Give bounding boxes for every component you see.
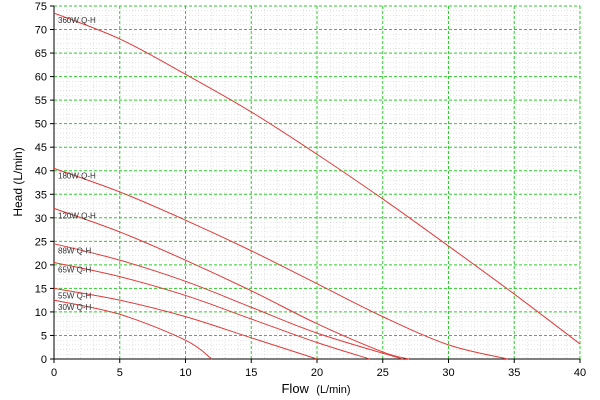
y-tick-label: 45: [35, 142, 47, 154]
y-axis-title: Head (L/min): [11, 147, 25, 216]
y-tick-label: 25: [35, 236, 47, 248]
y-axis-ticks: 0 5 10 15 20 25 30 35 40 45 50 55 60 65 70 75: [35, 1, 54, 366]
series-line-120w: [53, 207, 410, 360]
x-tick-label: 30: [442, 367, 454, 379]
y-tick-label: 20: [35, 260, 47, 272]
series-label-65w: 65W Q-H: [58, 266, 92, 275]
series-label-55w: 55W Q-H: [58, 291, 92, 300]
y-tick-label: 75: [35, 1, 47, 13]
series-lines: [53, 12, 581, 360]
y-tick-label: 50: [35, 119, 47, 131]
x-tick-label: 0: [51, 367, 57, 379]
x-tick-label: 40: [574, 367, 586, 379]
series-line-180w: [53, 167, 508, 360]
series-labels: 360W Q-H 180W Q-H 120W Q-H 88W Q-H 65W Q-H 55…: [58, 16, 96, 312]
x-axis-unit: (L/min): [316, 384, 350, 396]
x-axis-title: Flow (L/min): [281, 381, 350, 396]
x-tick-label: 10: [179, 367, 191, 379]
x-tick-label: 5: [117, 367, 123, 379]
y-tick-label: 40: [35, 166, 47, 178]
y-tick-label: 15: [35, 283, 47, 295]
series-line-55w: [53, 287, 318, 360]
x-tick-label: 20: [311, 367, 323, 379]
y-tick-label: 5: [41, 330, 47, 342]
y-tick-label: 70: [35, 25, 47, 37]
series-label-360w: 360W Q-H: [58, 16, 96, 25]
x-axis-label: Flow: [281, 381, 309, 396]
y-tick-label: 10: [35, 307, 47, 319]
series-label-88w: 88W Q-H: [58, 247, 92, 256]
series-line-30w: [53, 299, 213, 360]
series-line-88w: [53, 243, 403, 360]
x-tick-label: 25: [377, 367, 389, 379]
series-label-180w: 180W Q-H: [58, 171, 96, 180]
x-tick-label: 15: [245, 367, 257, 379]
series-label-120w: 120W Q-H: [58, 211, 96, 220]
series-line-65w: [53, 262, 370, 360]
y-tick-label: 30: [35, 213, 47, 225]
x-tick-label: 35: [508, 367, 520, 379]
series-line-360w: [53, 12, 581, 345]
minor-grid: [54, 6, 580, 359]
series-label-30w: 30W Q-H: [58, 303, 92, 312]
y-tick-label: 0: [41, 354, 47, 366]
y-tick-label: 35: [35, 189, 47, 201]
y-tick-label: 60: [35, 72, 47, 84]
y-tick-label: 55: [35, 95, 47, 107]
y-tick-label: 65: [35, 48, 47, 60]
x-axis-ticks: 0 5 10 15 20 25 30 35 40: [51, 359, 586, 379]
